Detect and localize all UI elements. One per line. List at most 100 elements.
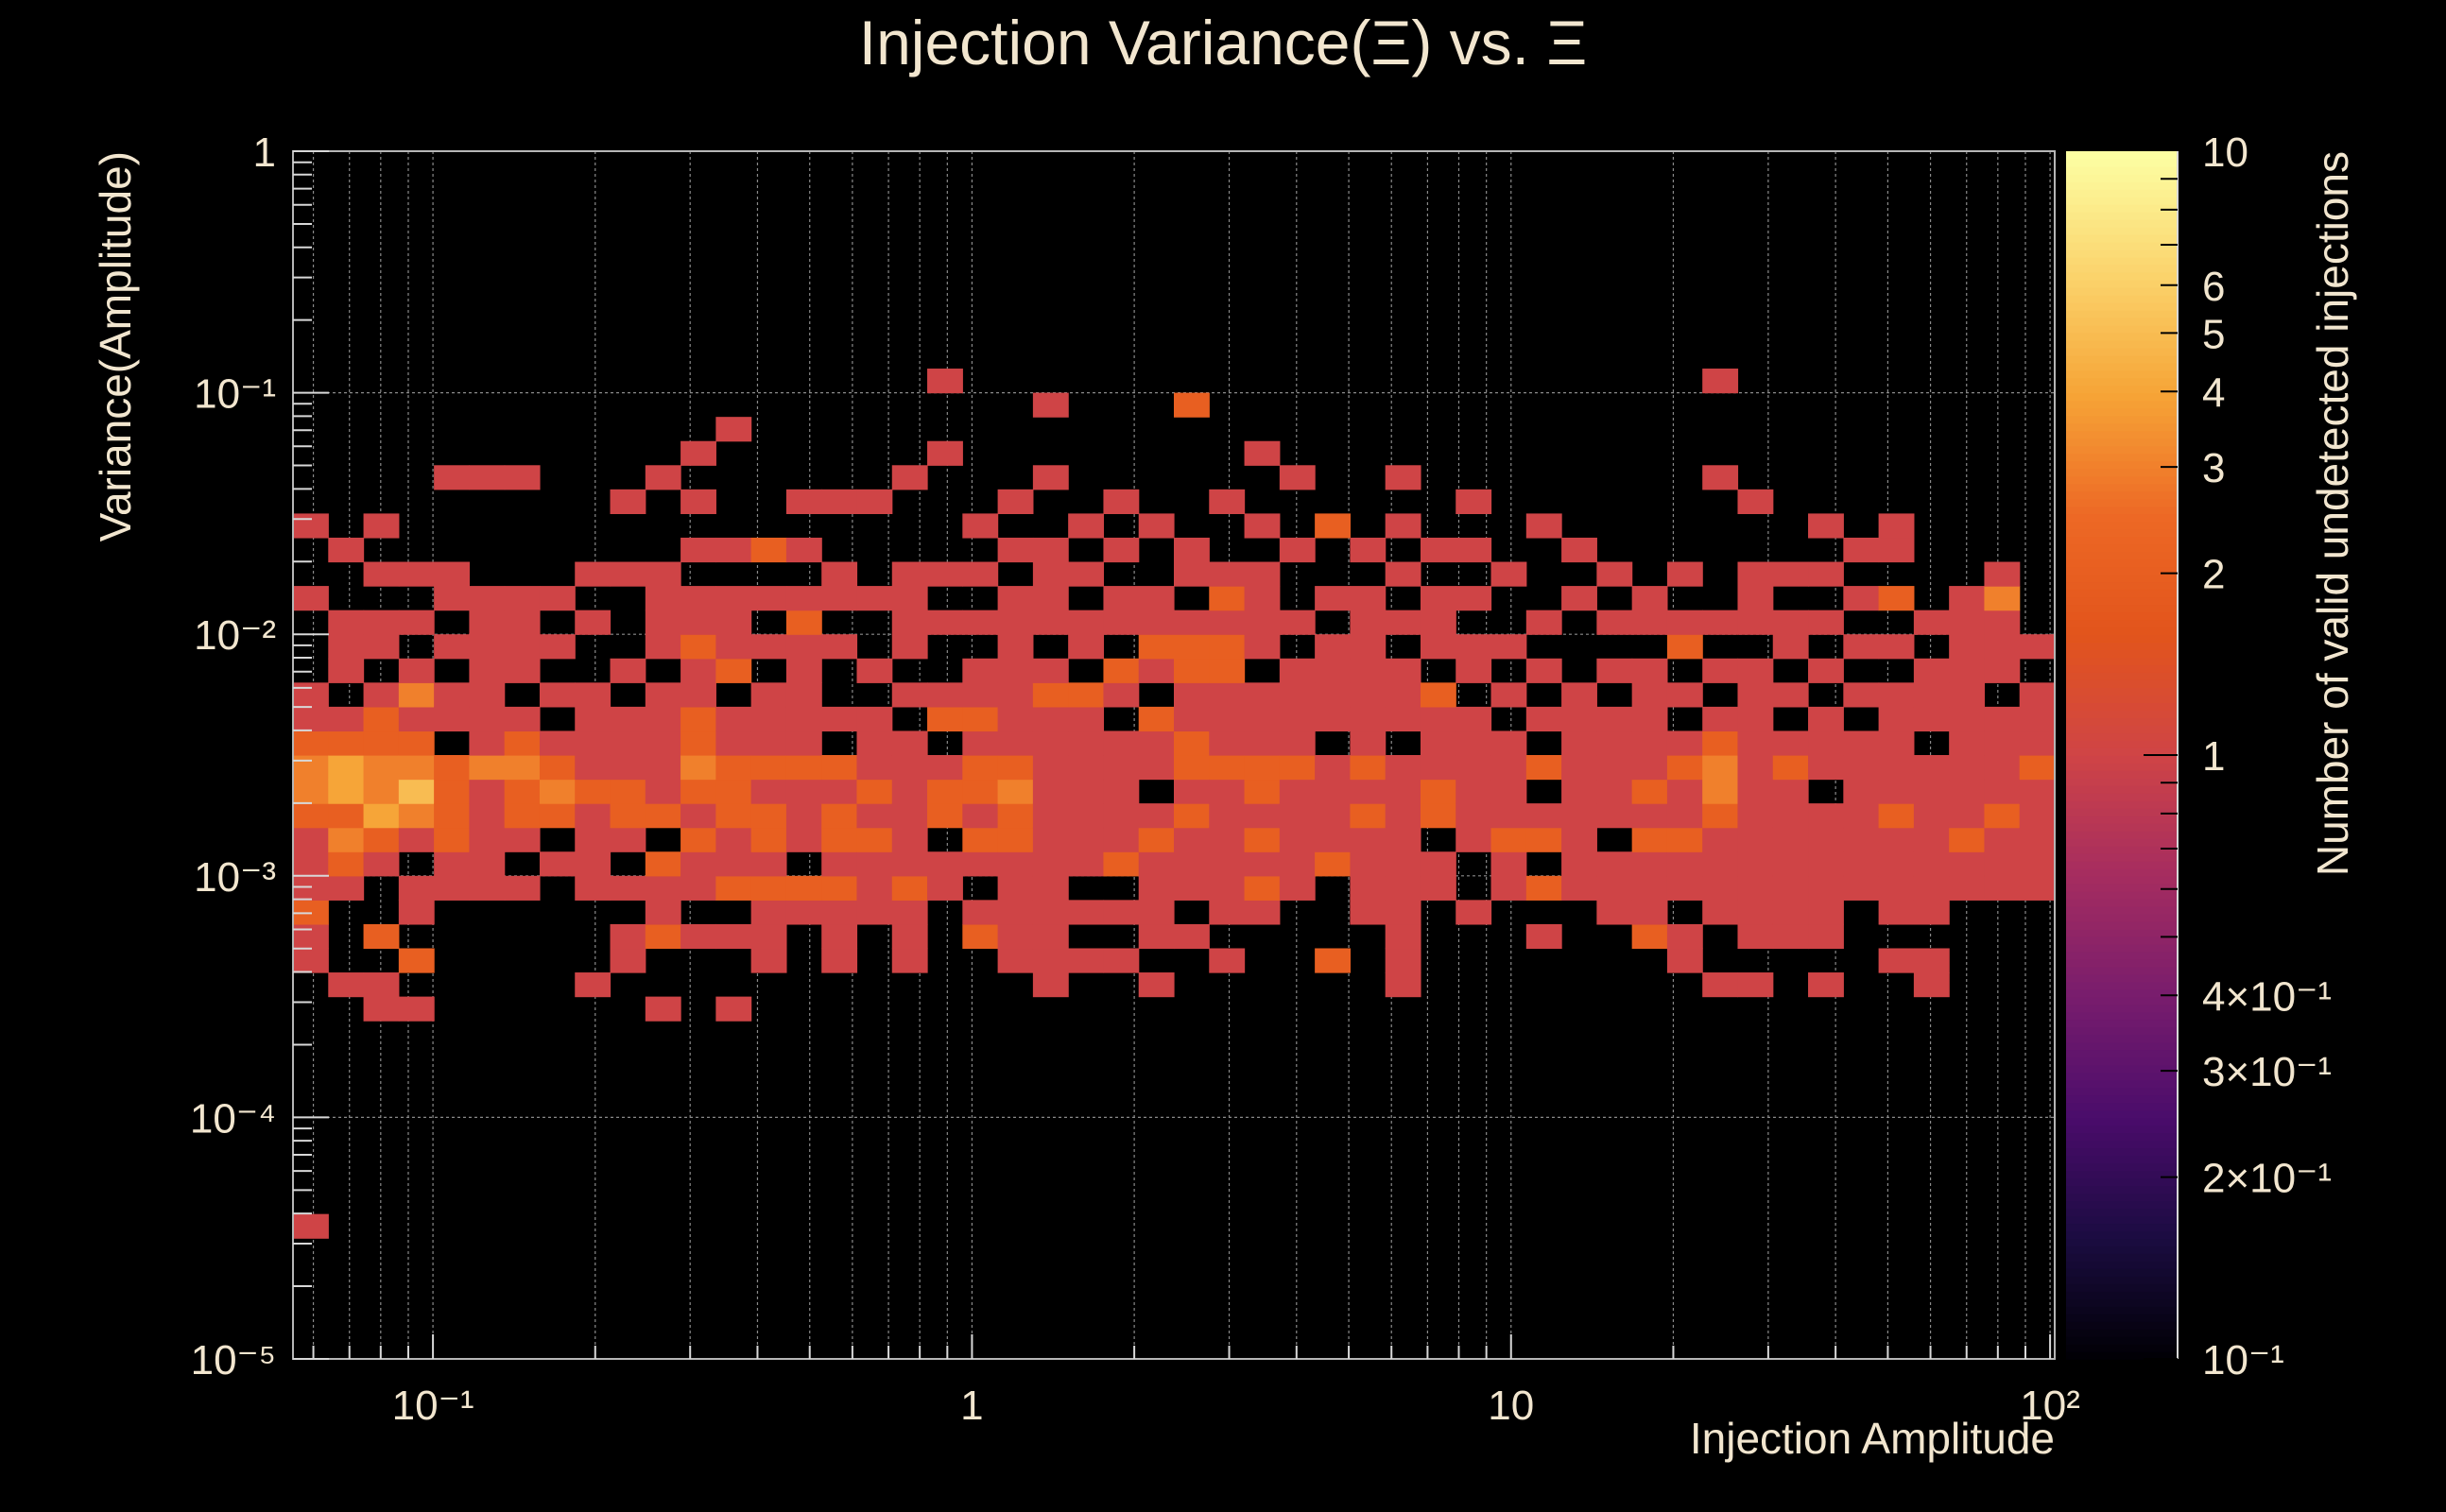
heatmap-cell xyxy=(398,610,435,635)
colorbar-strip xyxy=(2066,196,2178,205)
heatmap-cell xyxy=(821,948,858,973)
heatmap-cell xyxy=(1315,948,1351,973)
heatmap-cell xyxy=(1174,658,1210,683)
heatmap-cell xyxy=(469,779,506,804)
colorbar-strip xyxy=(2066,218,2178,228)
colorbar-tick-label: 5 xyxy=(2202,311,2225,357)
heatmap-cell xyxy=(398,803,435,829)
colorbar-strip xyxy=(2066,1094,2178,1104)
heatmap-cell xyxy=(1420,706,1456,732)
heatmap-cell xyxy=(1878,779,1915,804)
heatmap-cell xyxy=(1068,900,1105,925)
heatmap-cell xyxy=(1420,682,1456,708)
heatmap-cell xyxy=(856,851,893,877)
colorbar-strip xyxy=(2066,1291,2178,1299)
heatmap-cell xyxy=(434,875,470,901)
heatmap-cell xyxy=(363,827,400,852)
heatmap-cell xyxy=(293,755,329,781)
heatmap-cell xyxy=(750,948,787,973)
colorbar-strip xyxy=(2066,233,2178,243)
heatmap-cell xyxy=(1737,900,1774,925)
heatmap-cell xyxy=(1702,900,1739,925)
heatmap-cell xyxy=(785,658,822,683)
heatmap-cell xyxy=(1279,803,1316,829)
heatmap-cell xyxy=(1878,537,1915,563)
heatmap-cell xyxy=(1666,851,1703,877)
heatmap-cell xyxy=(1174,682,1210,708)
heatmap-cell xyxy=(1490,634,1527,660)
heatmap-cell xyxy=(1209,586,1246,611)
heatmap-cell xyxy=(1702,465,1739,490)
heatmap-cell xyxy=(434,465,470,490)
colorbar-strip xyxy=(2066,1087,2178,1096)
heatmap-cell xyxy=(610,803,646,829)
heatmap-cell xyxy=(997,730,1034,756)
heatmap-cell xyxy=(1244,730,1281,756)
heatmap-cell xyxy=(997,610,1034,635)
heatmap-cell xyxy=(1843,851,1880,877)
heatmap-cell xyxy=(328,851,365,877)
heatmap-cell xyxy=(610,730,646,756)
colorbar-tick-label: 10 xyxy=(2202,129,2248,176)
heatmap-cell xyxy=(1032,948,1069,973)
heatmap-cell xyxy=(1279,682,1316,708)
colorbar-strip xyxy=(2066,845,2178,854)
heatmap-cell xyxy=(1279,610,1316,635)
heatmap-cell xyxy=(1138,923,1175,950)
heatmap-cell xyxy=(1631,706,1668,732)
heatmap-cell xyxy=(363,851,400,877)
heatmap-cell xyxy=(1456,779,1492,804)
heatmap-cell xyxy=(1068,803,1105,829)
heatmap-cell xyxy=(1631,755,1668,781)
heatmap-cell xyxy=(1244,875,1281,901)
heatmap-cell xyxy=(1631,851,1668,877)
heatmap-cell xyxy=(1666,730,1703,756)
heatmap-cell xyxy=(1984,779,2021,804)
colorbar-strip xyxy=(2066,649,2178,658)
colorbar-strip xyxy=(2066,475,2178,485)
heatmap-cell xyxy=(1209,827,1246,852)
colorbar-strip xyxy=(2066,354,2178,364)
heatmap-cell xyxy=(1984,706,2021,732)
heatmap-cell xyxy=(962,779,999,804)
heatmap-cell xyxy=(715,923,752,950)
heatmap-cell xyxy=(575,730,612,756)
heatmap-cell xyxy=(328,706,365,732)
heatmap-cell xyxy=(575,706,612,732)
colorbar-strip xyxy=(2066,1132,2178,1142)
heatmap-cell xyxy=(1808,827,1844,852)
heatmap-cell xyxy=(1032,972,1069,998)
heatmap-cell xyxy=(1209,706,1246,732)
heatmap-cell xyxy=(1949,706,1986,732)
heatmap-cell xyxy=(821,851,858,877)
heatmap-cell xyxy=(1666,803,1703,829)
heatmap-cell xyxy=(575,779,612,804)
heatmap-cell xyxy=(1666,948,1703,973)
axes: 10⁻¹ 1 10 10² 1 10⁻¹ 10⁻² 10⁻³ 10⁻⁴ 10⁻⁵ xyxy=(190,129,2080,1429)
chart-title: Injection Variance(Ξ) vs. Ξ xyxy=(859,8,1588,77)
heatmap-cell xyxy=(856,803,893,829)
heatmap-cell xyxy=(1772,923,1809,950)
heatmap-cell xyxy=(1596,900,1633,925)
heatmap-cell xyxy=(1315,682,1351,708)
heatmap-cell xyxy=(363,755,400,781)
heatmap-cell xyxy=(1490,803,1527,829)
colorbar-strip xyxy=(2066,619,2178,628)
heatmap-cell xyxy=(1913,755,1950,781)
heatmap-cell xyxy=(610,875,646,901)
heatmap-cell xyxy=(750,875,787,901)
heatmap-cell xyxy=(1032,730,1069,756)
colorbar-strip xyxy=(2066,1034,2178,1043)
heatmap-cell xyxy=(821,755,858,781)
colorbar-strip xyxy=(2066,241,2178,250)
heatmap-cell xyxy=(1244,827,1281,852)
heatmap-cell xyxy=(1103,586,1140,611)
heatmap-cell xyxy=(891,779,928,804)
heatmap-cell xyxy=(1878,827,1915,852)
heatmap-cell xyxy=(645,923,681,950)
heatmap-cell xyxy=(1808,923,1844,950)
heatmap-cell xyxy=(434,634,470,660)
heatmap-cell xyxy=(962,561,999,587)
heatmap-cell xyxy=(293,1213,329,1239)
heatmap-cell xyxy=(1174,851,1210,877)
